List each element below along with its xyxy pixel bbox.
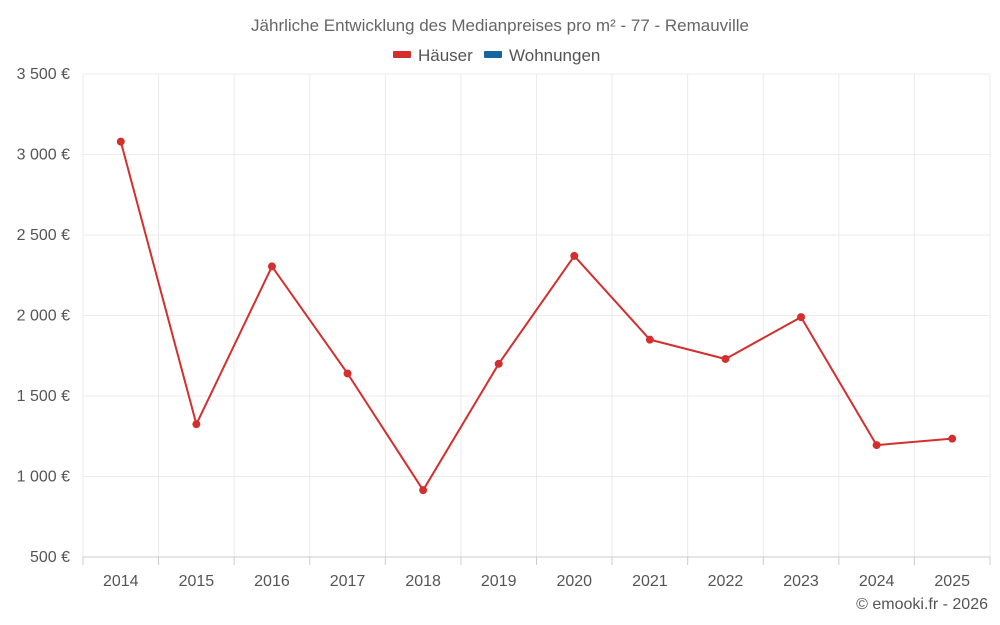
x-tick-label: 2016 — [254, 573, 290, 590]
data-point[interactable] — [419, 486, 428, 495]
data-point[interactable] — [192, 420, 201, 429]
data-point[interactable] — [872, 441, 881, 450]
legend-label-wohnungen: Wohnungen — [509, 46, 600, 65]
x-tick-label: 2025 — [934, 573, 970, 590]
x-tick-label: 2021 — [632, 573, 668, 590]
x-tick-label: 2022 — [708, 573, 744, 590]
data-point[interactable] — [494, 359, 503, 368]
chart-title: Jährliche Entwicklung des Medianpreises … — [251, 16, 749, 35]
x-tick-label: 2020 — [556, 573, 592, 590]
x-tick-label: 2017 — [330, 573, 366, 590]
legend: Häuser Wohnungen — [393, 46, 600, 65]
legend-label-haeuser: Häuser — [418, 46, 473, 65]
y-tick-label: 2 000 € — [17, 308, 70, 325]
x-tick-label: 2014 — [103, 573, 139, 590]
series-haeuser — [116, 137, 957, 495]
legend-swatch-wohnungen — [484, 51, 502, 58]
y-tick-label: 2 500 € — [17, 227, 70, 244]
data-point[interactable] — [797, 313, 806, 322]
data-point[interactable] — [116, 137, 125, 146]
y-tick-label: 500 € — [30, 549, 70, 566]
x-tick-label: 2018 — [405, 573, 441, 590]
legend-item-haeuser[interactable]: Häuser — [393, 46, 473, 65]
y-tick-label: 3 000 € — [17, 147, 70, 164]
data-point[interactable] — [343, 369, 352, 378]
data-point[interactable] — [721, 354, 730, 363]
data-point[interactable] — [267, 262, 276, 271]
x-tick-label: 2015 — [179, 573, 215, 590]
data-point[interactable] — [570, 251, 579, 260]
y-tick-label: 1 500 € — [17, 388, 70, 405]
y-tick-label: 1 000 € — [17, 469, 70, 486]
data-point[interactable] — [645, 335, 654, 344]
x-tick-label: 2024 — [859, 573, 895, 590]
grid — [82, 73, 991, 557]
x-tick-label: 2019 — [481, 573, 517, 590]
axes: 500 € 1 000 € 1 500 € 2 000 € 2 500 € 3 000 €… — [17, 66, 991, 590]
credit-text: © emooki.fr - 2026 — [856, 596, 988, 613]
data-point[interactable] — [948, 434, 957, 443]
y-tick-label: 3 500 € — [17, 66, 70, 83]
legend-swatch-haeuser — [393, 51, 411, 58]
legend-item-wohnungen[interactable]: Wohnungen — [484, 46, 600, 65]
x-tick-label: 2023 — [783, 573, 819, 590]
series-line — [119, 141, 953, 492]
